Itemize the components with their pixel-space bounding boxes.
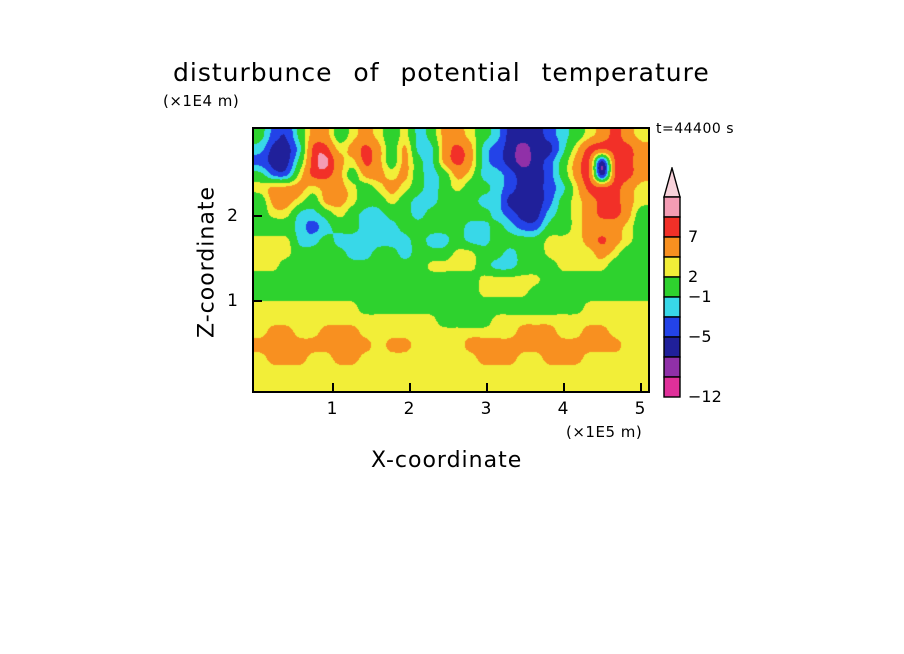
colorbar-label: −12: [688, 387, 722, 406]
y-axis-tick: [254, 215, 262, 217]
colorbar-cell: [663, 316, 681, 338]
x-axis-tick: [563, 383, 565, 391]
colorbar-cell: [663, 296, 681, 318]
x-axis-tick: [409, 383, 411, 391]
y-tick-label: 2: [227, 206, 238, 226]
colorbar-cell: [663, 216, 681, 238]
x-tick-label: 3: [480, 399, 492, 419]
x-tick-label: 1: [326, 399, 338, 419]
colorbar-cell: [663, 276, 681, 298]
colorbar-cell: [663, 336, 681, 358]
x-axis-tick: [486, 383, 488, 391]
colorbar-cell: [663, 196, 681, 218]
colorbar-labels: 7 2 −1 −5 −12: [688, 167, 728, 406]
colorbar-cell: [663, 236, 681, 258]
y-tick-label: 1: [227, 291, 238, 311]
colorbar-arrow: [663, 167, 681, 198]
x-axis-label: X-coordinate: [371, 448, 523, 473]
time-label: t=44400 s: [656, 121, 734, 137]
y-axis-units: (×1E4 m): [163, 92, 240, 110]
colorbar-label: 2: [688, 267, 699, 286]
x-axis-units: (×1E5 m): [566, 423, 643, 441]
colorbar-cell: [663, 256, 681, 278]
plot-frame: [252, 127, 650, 393]
heatmap-canvas: [254, 129, 648, 391]
x-axis-tick: [640, 383, 642, 391]
x-axis-tick: [332, 383, 334, 391]
plot-title: disturbunce of potential temperature: [173, 58, 710, 87]
x-tick-label: 5: [634, 399, 646, 419]
colorbar-label: −1: [688, 287, 712, 306]
colorbar-cell: [663, 356, 681, 378]
y-axis-tick: [254, 300, 262, 302]
colorbar-cell: [663, 376, 681, 398]
x-tick-label: 2: [403, 399, 415, 419]
colorbar-svg: [663, 167, 681, 398]
colorbar-label: −5: [688, 327, 712, 346]
x-tick-label: 4: [557, 399, 569, 419]
colorbar-label: 7: [688, 227, 699, 246]
